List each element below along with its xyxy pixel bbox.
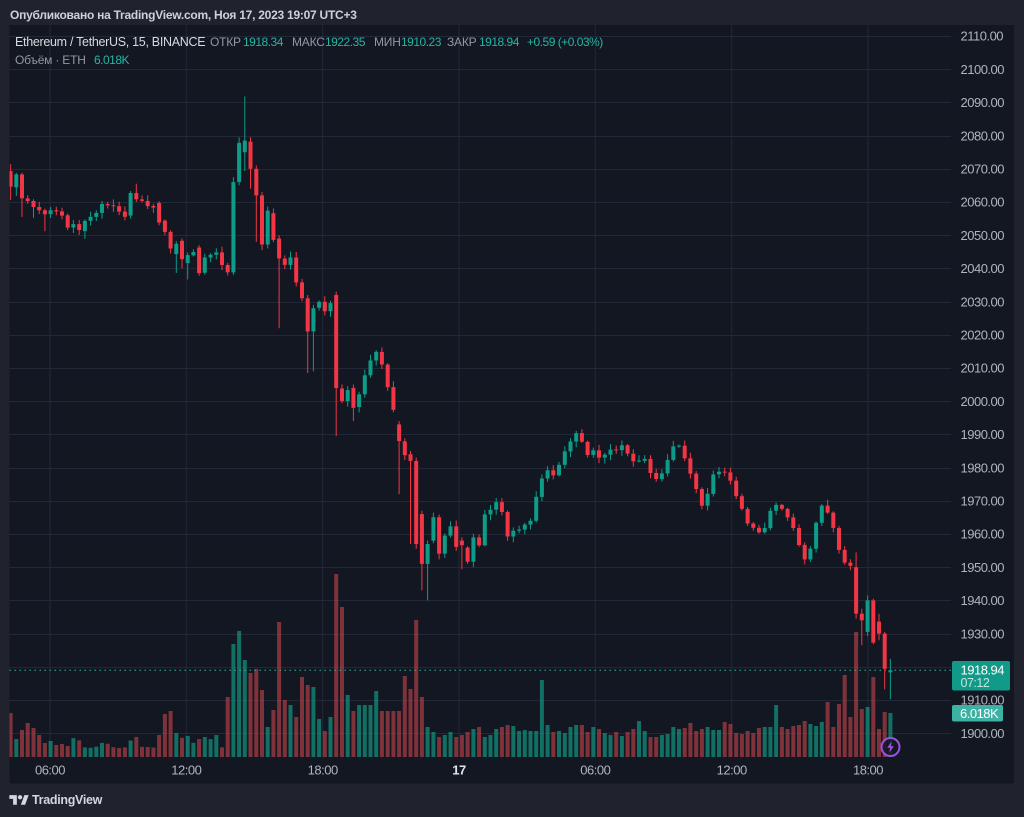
svg-text:2050.00: 2050.00 — [961, 228, 1005, 243]
svg-text:2010.00: 2010.00 — [961, 361, 1005, 376]
svg-text:6.018K: 6.018K — [960, 706, 999, 721]
svg-text:12:00: 12:00 — [717, 763, 747, 778]
svg-text:1918.94: 1918.94 — [961, 663, 1005, 678]
svg-text:1980.00: 1980.00 — [961, 460, 1005, 475]
svg-text:1940.00: 1940.00 — [961, 593, 1005, 608]
svg-text:18:00: 18:00 — [853, 763, 883, 778]
svg-text:2060.00: 2060.00 — [961, 195, 1005, 210]
svg-text:2040.00: 2040.00 — [961, 261, 1005, 276]
svg-text:07:12: 07:12 — [961, 676, 990, 690]
svg-text:2000.00: 2000.00 — [961, 394, 1005, 409]
svg-text:1950.00: 1950.00 — [961, 560, 1005, 575]
svg-text:12:00: 12:00 — [171, 763, 201, 778]
svg-text:1930.00: 1930.00 — [961, 626, 1005, 641]
svg-text:1900.00: 1900.00 — [961, 726, 1005, 741]
svg-text:06:00: 06:00 — [35, 763, 65, 778]
svg-text:2030.00: 2030.00 — [961, 294, 1005, 309]
svg-text:2020.00: 2020.00 — [961, 328, 1005, 343]
svg-text:2100.00: 2100.00 — [961, 62, 1005, 77]
svg-text:1970.00: 1970.00 — [961, 494, 1005, 509]
svg-text:1960.00: 1960.00 — [961, 527, 1005, 542]
svg-text:2070.00: 2070.00 — [961, 162, 1005, 177]
svg-text:1910.00: 1910.00 — [961, 693, 1005, 708]
svg-text:18:00: 18:00 — [308, 763, 338, 778]
svg-text:06:00: 06:00 — [580, 763, 610, 778]
svg-text:1990.00: 1990.00 — [961, 427, 1005, 442]
svg-text:2090.00: 2090.00 — [961, 95, 1005, 110]
svg-text:2110.00: 2110.00 — [961, 29, 1004, 44]
svg-text:17: 17 — [452, 763, 466, 778]
svg-text:2080.00: 2080.00 — [961, 128, 1005, 143]
